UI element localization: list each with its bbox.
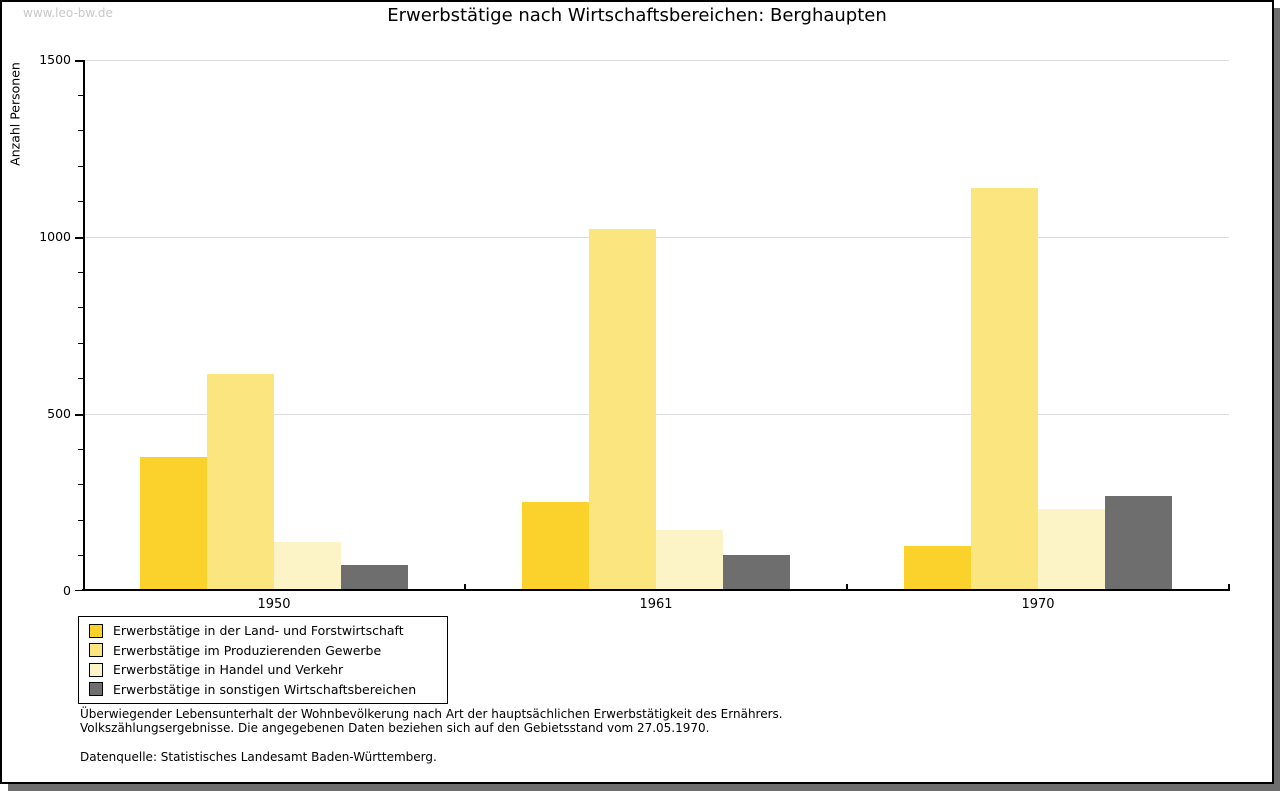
y-axis-minor-tick <box>78 342 83 344</box>
bar <box>274 542 341 590</box>
bar <box>971 188 1038 590</box>
x-axis-tick <box>464 584 466 589</box>
bar <box>207 374 274 590</box>
legend-item: Erwerbstätige in Handel und Verkehr <box>85 660 441 680</box>
y-axis-major-tick <box>75 414 83 416</box>
y-tick-label: 1000 <box>39 229 71 244</box>
legend-label: Erwerbstätige in der Land- und Forstwirt… <box>113 623 404 639</box>
y-axis-major-tick <box>75 237 83 239</box>
bar <box>904 545 971 590</box>
bar <box>723 554 790 590</box>
bar <box>589 228 656 590</box>
y-axis-major-tick <box>75 60 83 62</box>
legend-label: Erwerbstätige in Handel und Verkehr <box>113 662 344 678</box>
y-axis-minor-tick <box>78 94 83 96</box>
bar <box>1105 496 1172 590</box>
legend-swatch <box>89 682 103 697</box>
y-axis-label: Anzahl Personen <box>7 62 23 166</box>
bar <box>341 565 408 590</box>
legend-swatch <box>89 662 103 677</box>
legend-swatch <box>89 623 103 638</box>
bar <box>656 529 723 590</box>
footnote-line-1: Überwiegender Lebensunterhalt der Wohnbe… <box>80 707 783 721</box>
x-tick-label: 1950 <box>257 597 291 612</box>
x-axis-line <box>82 589 1230 591</box>
bar <box>140 457 207 590</box>
y-axis-minor-tick <box>78 448 83 450</box>
y-axis-minor-tick <box>78 555 83 557</box>
x-tick-label: 1970 <box>1021 597 1055 612</box>
plot-area: 0 500 1000 1500 1950 1961 1970 <box>39 52 1230 612</box>
legend-label: Erwerbstätige in sonstigen Wirtschaftsbe… <box>113 681 417 697</box>
y-axis-minor-tick <box>78 130 83 132</box>
legend-item: Erwerbstätige im Produzierenden Gewerbe <box>85 641 441 661</box>
legend-item: Erwerbstätige in sonstigen Wirtschaftsbe… <box>85 680 441 700</box>
legend-item: Erwerbstätige in der Land- und Forstwirt… <box>85 621 441 641</box>
chart-title: Erwerbstätige nach Wirtschaftsbereichen:… <box>387 5 887 26</box>
y-axis-minor-tick <box>78 271 83 273</box>
watermark: www.leo-bw.de <box>23 6 113 20</box>
bar <box>522 501 589 590</box>
y-axis-minor-tick <box>78 378 83 380</box>
y-axis-minor-tick <box>78 484 83 486</box>
data-source: Datenquelle: Statistisches Landesamt Bad… <box>80 750 437 764</box>
legend-box: Erwerbstätige in der Land- und Forstwirt… <box>78 616 448 704</box>
y-axis-minor-tick <box>78 165 83 167</box>
legend-swatch <box>89 643 103 658</box>
x-tick-label: 1961 <box>639 597 673 612</box>
footnote: Überwiegender Lebensunterhalt der Wohnbe… <box>80 707 783 735</box>
y-axis-line <box>83 60 85 591</box>
x-axis-tick <box>846 584 848 589</box>
y-axis-minor-tick <box>78 307 83 309</box>
legend-label: Erwerbstätige im Produzierenden Gewerbe <box>113 642 382 658</box>
y-axis-minor-tick <box>78 519 83 521</box>
bar <box>1038 508 1105 590</box>
y-axis-minor-tick <box>78 201 83 203</box>
y-tick-label: 500 <box>47 406 71 421</box>
y-tick-label: 0 <box>63 583 71 598</box>
footnote-line-2: Volkszählungsergebnisse. Die angegebenen… <box>80 720 710 735</box>
y-axis-major-tick <box>75 589 83 591</box>
gridline <box>84 237 1229 238</box>
gridline <box>84 414 1229 415</box>
gridline <box>84 60 1229 61</box>
x-axis-tick <box>1228 584 1230 589</box>
y-tick-label: 1500 <box>39 52 71 67</box>
